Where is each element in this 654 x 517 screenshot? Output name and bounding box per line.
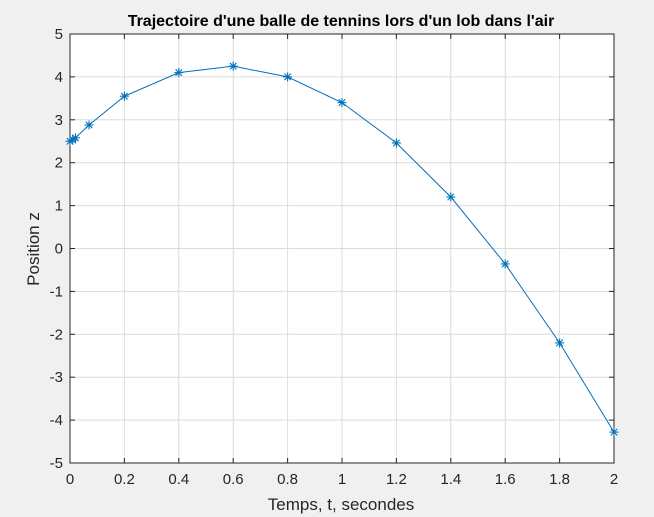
x-axis-label: Temps, t, secondes [268,495,414,514]
x-tick-label: 1.2 [386,471,407,488]
chart-title: Trajectoire d'une balle de tennins lors … [128,13,555,30]
x-tick-label: 0.2 [114,471,135,488]
y-tick-label: 2 [55,155,63,172]
data-point [500,259,510,269]
x-tick-label: 0.4 [168,471,189,488]
data-point [70,133,80,143]
y-tick-label: 0 [55,241,63,258]
x-tick-label: 0.8 [277,471,298,488]
y-tick-label: -3 [50,369,63,386]
y-tick-label: 3 [55,112,63,129]
data-point [391,138,401,148]
y-tick-label: -1 [50,283,63,300]
x-tick-label: 1.6 [495,471,516,488]
ticks: 0 0.2 0.4 0.6 0.8 1 1.2 1.4 1.6 1.8 2 -5 -4 -3 -2 -1 0 1 2… [50,26,619,488]
x-tick-label: 2 [610,471,618,488]
data-point [337,98,347,108]
data-point [84,120,94,130]
data-point [228,61,238,71]
y-tick-label: -4 [50,412,63,429]
y-tick-label: -5 [50,455,63,472]
data-point [283,72,293,82]
data-point [119,91,129,101]
x-tick-label: 1.4 [440,471,461,488]
data-point [174,68,184,78]
x-tick-label: 1.8 [549,471,570,488]
x-tick-label: 0.6 [223,471,244,488]
y-tick-label: 5 [55,26,63,43]
x-tick-label: 1 [338,471,346,488]
x-tick-label: 0 [66,471,74,488]
y-tick-label: 1 [55,198,63,215]
y-axis-label: Position z [24,212,43,286]
y-tick-label: -2 [50,326,63,343]
data-point [446,192,456,202]
series [65,61,619,437]
data-point [609,427,619,437]
data-point [555,338,565,348]
y-tick-label: 4 [55,69,63,86]
